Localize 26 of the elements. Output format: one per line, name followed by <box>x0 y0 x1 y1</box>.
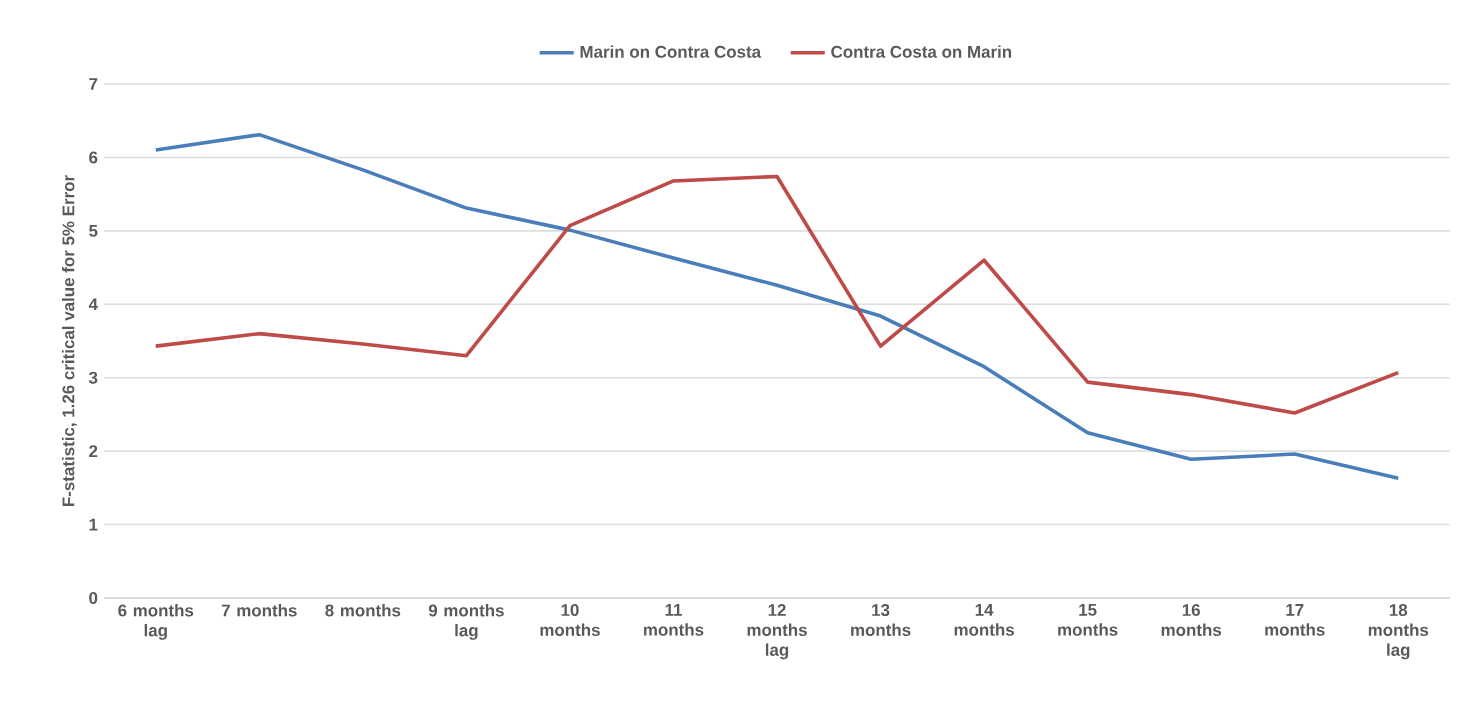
y-tick-label: 4 <box>88 298 98 311</box>
legend-label: Marin on Contra Costa <box>580 45 762 58</box>
y-tick-label: 2 <box>89 445 98 458</box>
y-tick-label: 3 <box>88 371 98 384</box>
x-tick-label: 6 months lag <box>118 604 194 640</box>
y-tick-label: 7 <box>89 78 98 90</box>
x-tick-label: 18 months lag <box>1368 604 1429 660</box>
x-tick-label: 17 months <box>1265 604 1325 636</box>
x-tick-label: 9 months lag <box>428 604 504 640</box>
line-series <box>153 174 1401 415</box>
line-series <box>153 132 1401 481</box>
x-tick-label: 10 months <box>540 604 600 636</box>
x-tick-label: 8 months <box>325 604 401 617</box>
y-axis-title: F-statistic, 1.26 critical value for 5% Error <box>61 175 77 507</box>
x-tick-label: 16 months <box>1161 604 1222 636</box>
x-tick-label: 15 months <box>1058 604 1118 636</box>
x-tick-label: 12 months lag <box>747 604 807 660</box>
y-tick-label: 0 <box>89 592 98 604</box>
x-tick-label: 13 months <box>851 604 911 636</box>
x-tick-label: 14 months <box>954 604 1014 636</box>
y-tick-label: 1 <box>89 518 98 531</box>
legend-label: Contra Costa on Marin <box>831 45 1012 58</box>
y-tick-label: 6 <box>89 151 98 164</box>
x-tick-label: 11 months <box>644 604 704 636</box>
x-tick-label: 7 months <box>221 604 297 617</box>
y-tick-label: 5 <box>89 224 98 237</box>
